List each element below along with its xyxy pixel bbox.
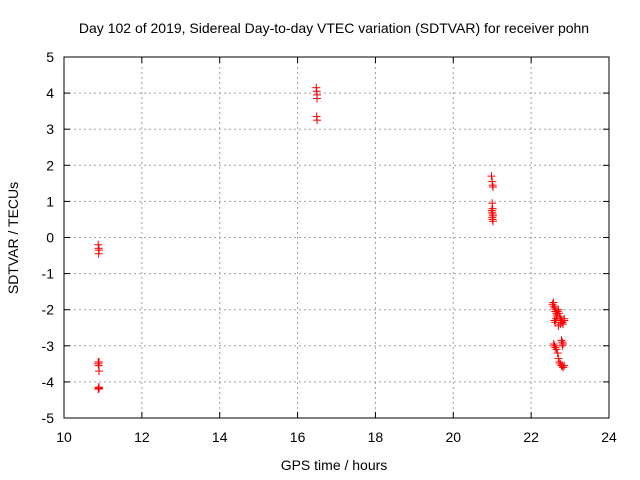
x-tick-label: 14	[212, 429, 228, 445]
data-point	[553, 307, 562, 316]
y-tick-label: 3	[46, 121, 54, 137]
data-point	[559, 363, 568, 372]
data-point	[488, 217, 497, 226]
data-point	[95, 358, 104, 367]
y-axis-label: SDTVAR / TECUs	[5, 182, 21, 294]
data-point	[549, 302, 558, 311]
data-point	[95, 367, 104, 376]
data-point	[560, 361, 569, 370]
data-point	[550, 316, 559, 325]
data-point	[548, 300, 557, 309]
x-tick-labels: 10 12 14 16 18 20 22 24	[56, 429, 617, 445]
y-tick-label: -3	[42, 338, 55, 354]
data-point	[558, 318, 567, 327]
data-point	[554, 305, 563, 314]
data-point	[95, 246, 104, 255]
y-tick-label: 0	[46, 230, 54, 246]
data-points	[94, 83, 569, 394]
data-point	[95, 384, 104, 393]
data-point	[555, 309, 564, 318]
x-axis-label: GPS time / hours	[281, 457, 388, 473]
x-tick-label: 10	[56, 429, 72, 445]
data-point	[559, 339, 568, 348]
data-point	[488, 182, 497, 191]
x-tick-label: 20	[445, 429, 461, 445]
data-point	[557, 336, 566, 345]
data-point	[313, 94, 322, 103]
y-tick-label: -2	[42, 302, 55, 318]
data-point	[549, 339, 558, 348]
data-point	[554, 354, 563, 363]
y-tick-label: -4	[42, 374, 55, 390]
x-tick-label: 18	[368, 429, 384, 445]
data-point	[560, 314, 569, 323]
data-point	[550, 341, 559, 350]
y-tick-label: -1	[42, 266, 55, 282]
chart-title: Day 102 of 2019, Sidereal Day-to-day VTE…	[79, 20, 589, 36]
data-point	[313, 116, 322, 125]
y-tick-label: 4	[46, 85, 54, 101]
data-point	[556, 320, 565, 329]
data-point	[487, 172, 496, 181]
y-tick-label: -5	[42, 410, 55, 426]
y-tick-labels: -5 -4 -3 -2 -1 0 1 2 3 4 5	[42, 49, 55, 426]
y-tick-label: 1	[46, 193, 54, 209]
grid-lines	[64, 57, 609, 418]
x-tick-label: 12	[134, 429, 150, 445]
data-point	[558, 341, 567, 350]
x-tick-label: 16	[290, 429, 306, 445]
data-point	[553, 349, 562, 358]
data-point	[554, 321, 563, 330]
data-point	[555, 312, 564, 321]
y-tick-label: 5	[46, 49, 54, 65]
x-tick-label: 22	[523, 429, 539, 445]
data-point	[552, 345, 561, 354]
y-tick-label: 2	[46, 157, 54, 173]
data-point	[551, 343, 560, 352]
axis-ticks	[63, 56, 610, 419]
x-tick-label: 24	[601, 429, 617, 445]
